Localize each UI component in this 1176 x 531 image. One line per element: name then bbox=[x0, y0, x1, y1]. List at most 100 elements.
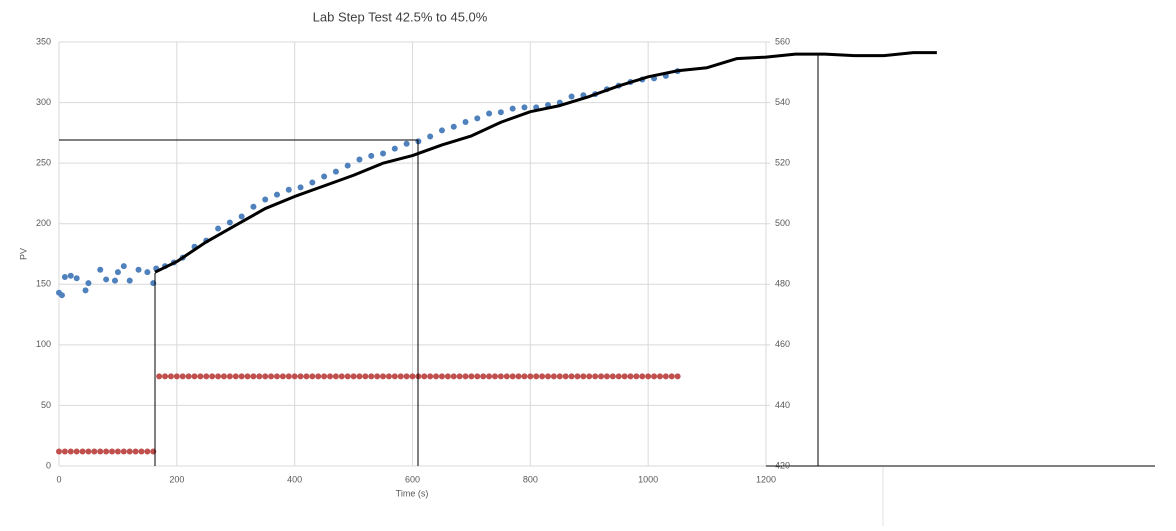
x-axis-label: Time (s) bbox=[396, 488, 429, 498]
point bbox=[262, 373, 269, 380]
point bbox=[268, 373, 275, 380]
y-tick-label: 0 bbox=[46, 460, 51, 470]
point bbox=[321, 173, 328, 180]
point bbox=[126, 277, 133, 284]
point bbox=[368, 152, 375, 159]
point bbox=[58, 292, 65, 299]
point bbox=[556, 373, 563, 380]
point bbox=[592, 373, 599, 380]
x-tick-label: 600 bbox=[405, 474, 420, 484]
point bbox=[385, 373, 392, 380]
point bbox=[450, 123, 457, 130]
y2-tick-label: 440 bbox=[775, 400, 790, 410]
point bbox=[91, 448, 98, 455]
point bbox=[427, 133, 434, 140]
point bbox=[111, 277, 118, 284]
y2-tick-label: 560 bbox=[775, 36, 790, 46]
point bbox=[114, 269, 121, 276]
y-tick-label: 300 bbox=[36, 97, 51, 107]
point bbox=[226, 219, 233, 226]
point bbox=[545, 373, 552, 380]
point bbox=[497, 109, 504, 116]
point bbox=[497, 373, 504, 380]
point bbox=[568, 93, 575, 100]
point bbox=[332, 168, 339, 175]
point bbox=[509, 105, 516, 112]
x-tick-label: 200 bbox=[169, 474, 184, 484]
point bbox=[144, 448, 151, 455]
y-tick-label: 350 bbox=[36, 36, 51, 46]
point bbox=[97, 266, 104, 273]
line bbox=[154, 51, 937, 274]
point bbox=[250, 203, 257, 210]
point bbox=[568, 373, 575, 380]
point bbox=[279, 373, 286, 380]
point bbox=[433, 373, 440, 380]
point bbox=[356, 373, 363, 380]
x-tick-label: 1200 bbox=[756, 474, 776, 484]
point bbox=[598, 373, 605, 380]
point bbox=[79, 448, 86, 455]
point bbox=[421, 373, 428, 380]
point bbox=[85, 280, 92, 287]
point bbox=[167, 373, 174, 380]
point bbox=[615, 373, 622, 380]
point bbox=[539, 373, 546, 380]
mask bbox=[766, 467, 883, 526]
grid bbox=[58, 41, 770, 467]
point bbox=[362, 373, 369, 380]
point bbox=[574, 373, 581, 380]
point bbox=[67, 272, 74, 279]
point bbox=[315, 373, 322, 380]
point bbox=[380, 373, 387, 380]
point bbox=[244, 373, 251, 380]
point bbox=[486, 110, 493, 117]
point bbox=[521, 373, 528, 380]
point bbox=[438, 373, 445, 380]
y2-tick-label: 520 bbox=[775, 158, 790, 168]
point bbox=[185, 373, 192, 380]
point bbox=[61, 448, 68, 455]
point bbox=[503, 373, 510, 380]
point bbox=[627, 373, 634, 380]
y-axis-label: PV bbox=[18, 248, 28, 260]
x-tick-label: 0 bbox=[56, 474, 61, 484]
point bbox=[262, 196, 269, 203]
marks bbox=[56, 51, 937, 455]
point bbox=[456, 373, 463, 380]
x-tick-label: 800 bbox=[523, 474, 538, 484]
point bbox=[474, 115, 481, 122]
point bbox=[344, 162, 351, 169]
point bbox=[580, 373, 587, 380]
point bbox=[82, 287, 89, 294]
point bbox=[527, 373, 534, 380]
point bbox=[621, 373, 628, 380]
point bbox=[327, 373, 334, 380]
point bbox=[238, 213, 245, 220]
point bbox=[73, 275, 80, 282]
point bbox=[232, 373, 239, 380]
point bbox=[238, 373, 245, 380]
point bbox=[409, 373, 416, 380]
point bbox=[368, 373, 375, 380]
y2-tick-label: 420 bbox=[775, 460, 790, 470]
point bbox=[309, 373, 316, 380]
point bbox=[109, 448, 116, 455]
point bbox=[203, 373, 210, 380]
point bbox=[126, 448, 133, 455]
point bbox=[450, 373, 457, 380]
point bbox=[215, 373, 222, 380]
point bbox=[209, 373, 216, 380]
point bbox=[668, 373, 675, 380]
point bbox=[480, 373, 487, 380]
point bbox=[509, 373, 516, 380]
y-tick-label: 200 bbox=[36, 218, 51, 228]
point bbox=[120, 263, 127, 270]
point bbox=[162, 373, 169, 380]
point bbox=[97, 448, 104, 455]
point bbox=[179, 373, 186, 380]
point bbox=[403, 373, 410, 380]
point bbox=[215, 225, 222, 232]
point bbox=[273, 373, 280, 380]
